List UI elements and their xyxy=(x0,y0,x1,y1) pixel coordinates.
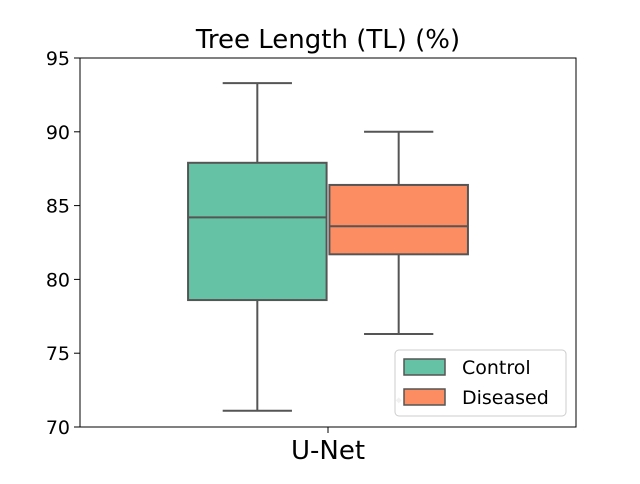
y-tick-label: 75 xyxy=(46,343,70,365)
y-tick-label: 70 xyxy=(46,417,70,439)
box-control xyxy=(187,82,328,412)
legend-label-diseased: Diseased xyxy=(462,387,549,409)
y-axis: 70 75 80 85 90 95 xyxy=(46,48,80,439)
y-tick-label: 80 xyxy=(46,269,70,291)
y-tick-label: 90 xyxy=(46,122,70,144)
y-tick-label: 95 xyxy=(46,48,70,70)
x-axis: U-Net xyxy=(291,427,365,466)
legend-label-control: Control xyxy=(462,357,531,379)
x-tick-label: U-Net xyxy=(291,436,365,466)
legend-swatch-diseased xyxy=(403,388,446,406)
box-body xyxy=(187,161,328,302)
box-diseased xyxy=(328,130,469,404)
legend: Control Diseased xyxy=(394,349,567,417)
legend-swatch-control xyxy=(403,358,446,376)
chart-title: Tree Length (TL) (%) xyxy=(195,25,460,55)
y-tick-label: 85 xyxy=(46,196,70,218)
box-body xyxy=(328,183,469,256)
